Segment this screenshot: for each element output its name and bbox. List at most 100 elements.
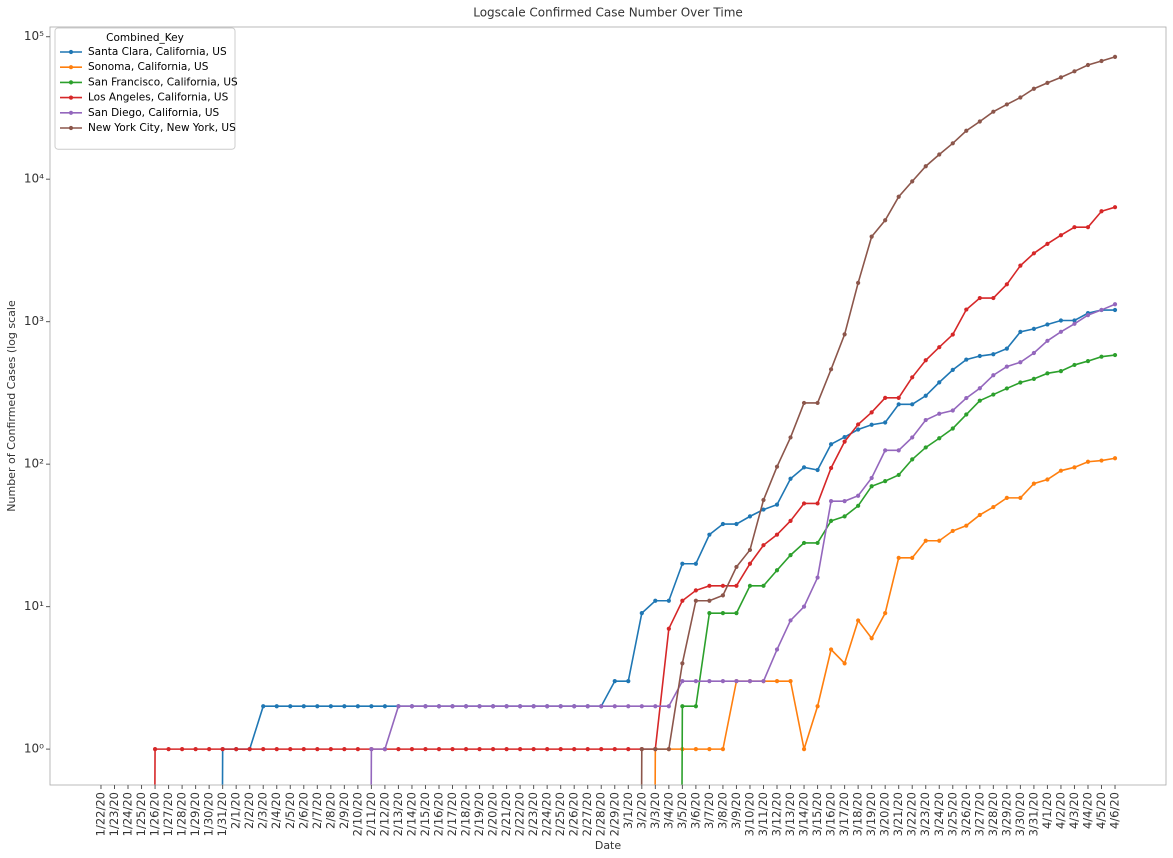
x-tick-label: 3/12/20 bbox=[770, 792, 784, 836]
x-tick-label: 3/22/20 bbox=[905, 792, 919, 836]
data-point bbox=[396, 747, 401, 752]
x-tick-label: 2/1/20 bbox=[229, 792, 243, 829]
data-point bbox=[490, 747, 496, 752]
data-point bbox=[977, 353, 982, 359]
data-point bbox=[842, 661, 847, 666]
data-point bbox=[720, 593, 726, 598]
data-point bbox=[842, 499, 847, 504]
data-point bbox=[328, 747, 333, 752]
data-point bbox=[261, 747, 266, 752]
y-tick-label: 10³ bbox=[24, 314, 44, 328]
data-point bbox=[747, 547, 753, 553]
data-point bbox=[477, 704, 482, 709]
data-point bbox=[734, 564, 739, 570]
data-point bbox=[950, 528, 955, 534]
data-point bbox=[977, 512, 982, 518]
data-point bbox=[572, 704, 577, 709]
data-point bbox=[977, 295, 982, 301]
data-point bbox=[1018, 329, 1023, 334]
x-tick-label: 4/2/20 bbox=[1053, 792, 1067, 829]
legend-label: Santa Clara, California, US bbox=[88, 46, 227, 58]
data-point bbox=[950, 141, 955, 146]
data-point bbox=[788, 618, 793, 623]
data-point bbox=[883, 420, 888, 425]
data-point bbox=[910, 375, 915, 380]
data-point bbox=[1018, 263, 1023, 268]
data-point bbox=[923, 445, 928, 450]
data-point bbox=[666, 747, 671, 752]
data-point bbox=[436, 704, 442, 709]
data-point bbox=[720, 679, 726, 684]
data-point bbox=[315, 704, 320, 709]
data-point bbox=[869, 234, 874, 239]
data-point bbox=[1099, 307, 1104, 313]
data-point bbox=[937, 411, 942, 416]
data-point bbox=[152, 747, 158, 752]
data-point bbox=[693, 588, 698, 593]
data-point bbox=[1031, 376, 1037, 381]
x-tick-label: 3/26/20 bbox=[959, 792, 973, 836]
data-point bbox=[342, 747, 347, 752]
x-tick-label: 3/4/20 bbox=[661, 792, 675, 829]
x-axis-label: Date bbox=[595, 839, 622, 852]
x-tick-label: 3/3/20 bbox=[648, 792, 662, 829]
data-point bbox=[1045, 322, 1050, 327]
data-point bbox=[1045, 80, 1050, 85]
data-point bbox=[693, 598, 698, 603]
x-tick-label: 2/11/20 bbox=[364, 792, 378, 836]
x-tick-label: 2/6/20 bbox=[296, 792, 310, 829]
x-tick-label: 2/5/20 bbox=[283, 792, 297, 829]
data-point bbox=[1099, 209, 1104, 214]
data-point bbox=[1085, 313, 1091, 318]
data-point bbox=[693, 679, 698, 684]
data-point bbox=[801, 465, 807, 470]
x-tick-label: 3/19/20 bbox=[864, 792, 878, 836]
x-tick-label: 3/13/20 bbox=[783, 792, 797, 836]
data-point bbox=[869, 475, 874, 481]
data-point bbox=[545, 704, 550, 709]
data-point bbox=[1045, 477, 1050, 482]
data-point bbox=[950, 408, 955, 413]
data-point bbox=[923, 164, 928, 169]
x-tick-label: 1/26/20 bbox=[148, 792, 162, 836]
data-point bbox=[720, 747, 726, 752]
data-point bbox=[991, 352, 996, 357]
x-tick-label: 2/22/20 bbox=[513, 792, 527, 836]
data-point bbox=[801, 400, 807, 406]
data-point bbox=[910, 555, 915, 560]
x-tick-label: 2/9/20 bbox=[337, 792, 351, 829]
x-tick-label: 2/10/20 bbox=[350, 792, 364, 836]
data-point bbox=[1004, 282, 1009, 287]
data-point bbox=[1085, 459, 1091, 464]
x-tick-label: 2/15/20 bbox=[418, 792, 432, 836]
data-point bbox=[369, 747, 374, 752]
x-tick-label: 1/31/20 bbox=[215, 792, 229, 836]
data-point bbox=[1058, 368, 1064, 374]
x-tick-label: 1/22/20 bbox=[93, 792, 107, 836]
legend-label: Sonoma, California, US bbox=[88, 61, 209, 73]
data-point bbox=[518, 704, 523, 709]
data-point bbox=[301, 747, 306, 752]
data-point bbox=[1099, 58, 1104, 64]
x-tick-label: 3/14/20 bbox=[797, 792, 811, 836]
data-point bbox=[937, 436, 942, 441]
x-tick-label: 2/24/20 bbox=[540, 792, 554, 836]
y-tick-label: 10⁵ bbox=[24, 29, 44, 43]
data-point bbox=[680, 661, 685, 666]
y-tick-label: 10⁴ bbox=[24, 172, 44, 186]
data-point bbox=[991, 109, 996, 114]
data-point bbox=[436, 747, 442, 752]
data-point bbox=[734, 679, 739, 684]
data-point bbox=[977, 386, 982, 391]
data-point bbox=[896, 194, 901, 199]
data-point bbox=[355, 704, 360, 709]
data-point bbox=[274, 704, 279, 709]
data-point bbox=[423, 747, 428, 752]
data-point bbox=[626, 679, 631, 684]
data-point bbox=[910, 402, 915, 407]
data-point bbox=[1072, 69, 1077, 74]
legend: Combined_Key Santa Clara, California, US S… bbox=[54, 27, 238, 150]
data-point bbox=[193, 747, 198, 752]
data-point bbox=[923, 358, 928, 363]
